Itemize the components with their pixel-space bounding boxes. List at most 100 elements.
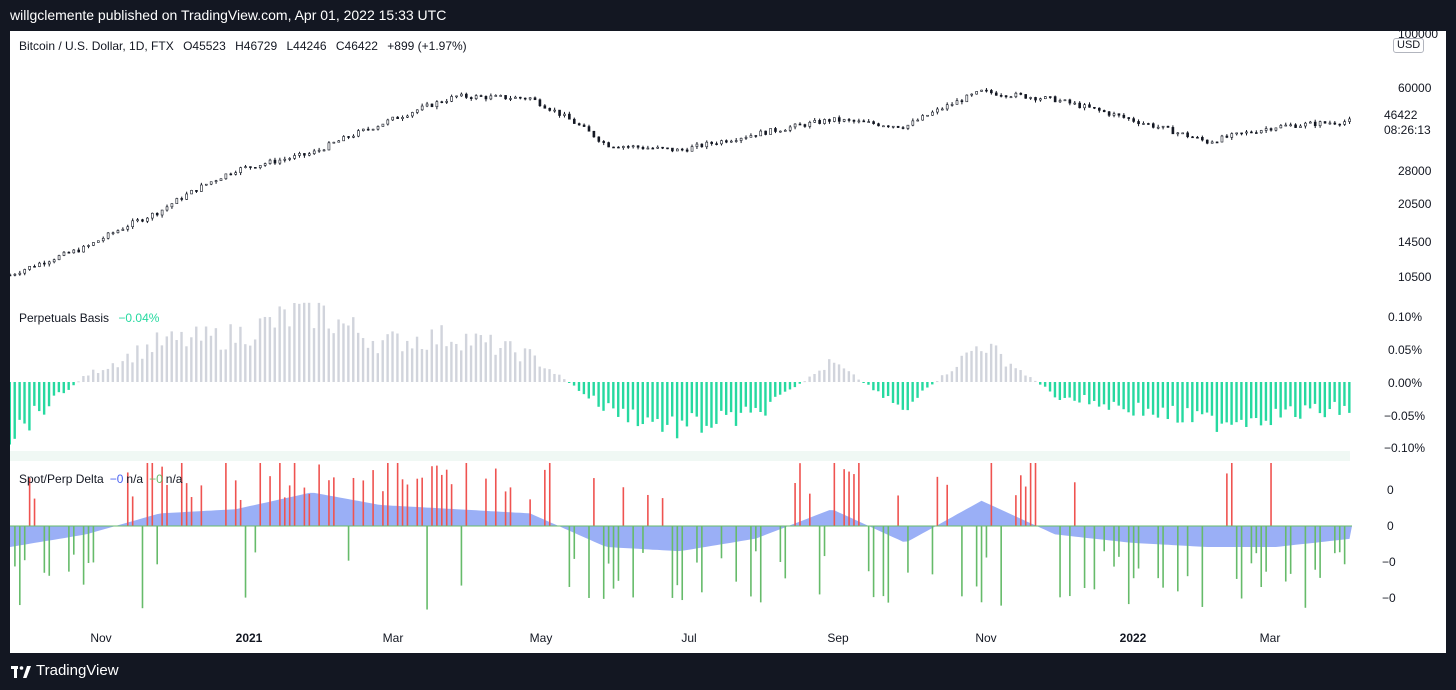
candle-body bbox=[43, 262, 46, 265]
delta-bar bbox=[681, 526, 684, 601]
basis-bar bbox=[1225, 382, 1228, 423]
basis-bar bbox=[636, 382, 640, 427]
basis-tick: 0.00% bbox=[1388, 376, 1423, 390]
time-tick: Mar bbox=[1259, 631, 1281, 645]
candle-body bbox=[970, 93, 974, 96]
basis-bar bbox=[882, 382, 885, 398]
delta-bar bbox=[1265, 526, 1267, 572]
basis-bar bbox=[1274, 382, 1277, 409]
delta-value-2: −0 bbox=[149, 472, 163, 486]
delta-bar bbox=[1073, 482, 1076, 526]
basis-bar bbox=[1196, 382, 1199, 412]
candle-body bbox=[1171, 127, 1175, 135]
candle-body bbox=[1151, 123, 1155, 128]
basis-bar bbox=[832, 362, 836, 382]
basis-bar bbox=[464, 333, 468, 382]
currency-badge[interactable]: USD bbox=[1393, 38, 1425, 53]
delta-bar bbox=[328, 480, 330, 526]
basis-bar bbox=[18, 382, 21, 420]
candle-body bbox=[548, 107, 552, 111]
high-value: H46729 bbox=[235, 39, 278, 53]
basis-bar bbox=[1348, 382, 1351, 413]
candle-body bbox=[710, 141, 713, 144]
basis-bar bbox=[1142, 382, 1145, 416]
candle-body bbox=[823, 119, 826, 124]
candle-body bbox=[126, 226, 130, 230]
basis-bar bbox=[1259, 382, 1263, 426]
basis-bar bbox=[734, 382, 738, 426]
candle-body bbox=[322, 149, 326, 152]
candle-body bbox=[656, 146, 659, 149]
candle-body bbox=[82, 245, 85, 253]
candle-body bbox=[460, 93, 463, 97]
candle-body bbox=[136, 219, 139, 222]
basis-bar bbox=[469, 345, 473, 382]
basis-bar bbox=[1210, 382, 1214, 416]
basis-bar bbox=[484, 342, 487, 382]
candle-body bbox=[1289, 124, 1292, 127]
last-price-label: 46422 bbox=[1384, 108, 1418, 122]
delta-bar bbox=[431, 466, 433, 526]
delta-bar bbox=[588, 526, 590, 598]
basis-bar bbox=[823, 369, 826, 382]
delta-bar bbox=[833, 463, 836, 526]
candle-body bbox=[1205, 139, 1209, 144]
basis-bar bbox=[415, 336, 419, 382]
basis-bar bbox=[528, 349, 532, 382]
basis-bar bbox=[1083, 382, 1086, 395]
basis-bar bbox=[994, 345, 998, 382]
chart-panel[interactable]: Bitcoin / U.S. Dollar, 1D, FTX O45523 H4… bbox=[10, 31, 1446, 653]
basis-bar bbox=[489, 334, 492, 382]
delta-bar bbox=[82, 526, 85, 585]
basis-bar bbox=[985, 352, 988, 382]
basis-bar bbox=[641, 382, 644, 425]
delta-title[interactable]: Spot/Perp Delta bbox=[19, 472, 104, 486]
candle-body bbox=[77, 249, 80, 253]
basis-bar bbox=[935, 381, 939, 383]
delta-bar bbox=[853, 474, 855, 526]
delta-bar bbox=[647, 494, 649, 526]
basis-bar bbox=[337, 319, 340, 382]
delta-bar bbox=[529, 499, 531, 526]
candle-body bbox=[808, 121, 812, 127]
basis-bar bbox=[1024, 375, 1027, 382]
basis-title[interactable]: Perpetuals Basis bbox=[19, 311, 110, 325]
basis-bar bbox=[518, 361, 522, 382]
basis-bar bbox=[1200, 382, 1204, 415]
candle-body bbox=[715, 143, 718, 145]
delta-bar bbox=[642, 526, 644, 553]
basis-bar bbox=[896, 382, 900, 405]
delta-bar bbox=[254, 526, 257, 553]
basis-bar bbox=[33, 382, 36, 406]
basis-bar bbox=[808, 376, 811, 382]
candle-body bbox=[214, 180, 218, 183]
basis-bar bbox=[847, 371, 851, 382]
delta-bar bbox=[779, 526, 782, 562]
candle-body bbox=[1294, 124, 1297, 128]
delta-bar bbox=[362, 480, 365, 526]
basis-bar bbox=[57, 382, 61, 393]
candle-body bbox=[327, 142, 331, 151]
candle-body bbox=[1166, 125, 1170, 128]
basis-bar bbox=[371, 340, 375, 382]
candle-body bbox=[813, 120, 817, 123]
candle-body bbox=[1156, 126, 1160, 129]
basis-bar bbox=[1308, 382, 1312, 409]
candle-body bbox=[155, 212, 159, 216]
delta-bar bbox=[887, 526, 890, 603]
delta-bar bbox=[303, 487, 306, 526]
delta-bar bbox=[593, 478, 595, 526]
candle-body bbox=[1333, 122, 1337, 125]
basis-bar bbox=[970, 350, 973, 382]
delta-na-2: n/a bbox=[165, 472, 183, 486]
candle-body bbox=[1107, 111, 1111, 116]
delta-bar bbox=[602, 526, 605, 599]
symbol-title[interactable]: Bitcoin / U.S. Dollar, 1D, FTX bbox=[19, 39, 174, 53]
basis-bar bbox=[214, 328, 218, 382]
basis-bar bbox=[1235, 382, 1238, 423]
basis-bar bbox=[778, 382, 782, 395]
candle-body bbox=[641, 146, 645, 150]
chart-svg[interactable] bbox=[10, 31, 1446, 653]
basis-bar bbox=[1004, 366, 1008, 382]
candle-body bbox=[818, 120, 821, 124]
